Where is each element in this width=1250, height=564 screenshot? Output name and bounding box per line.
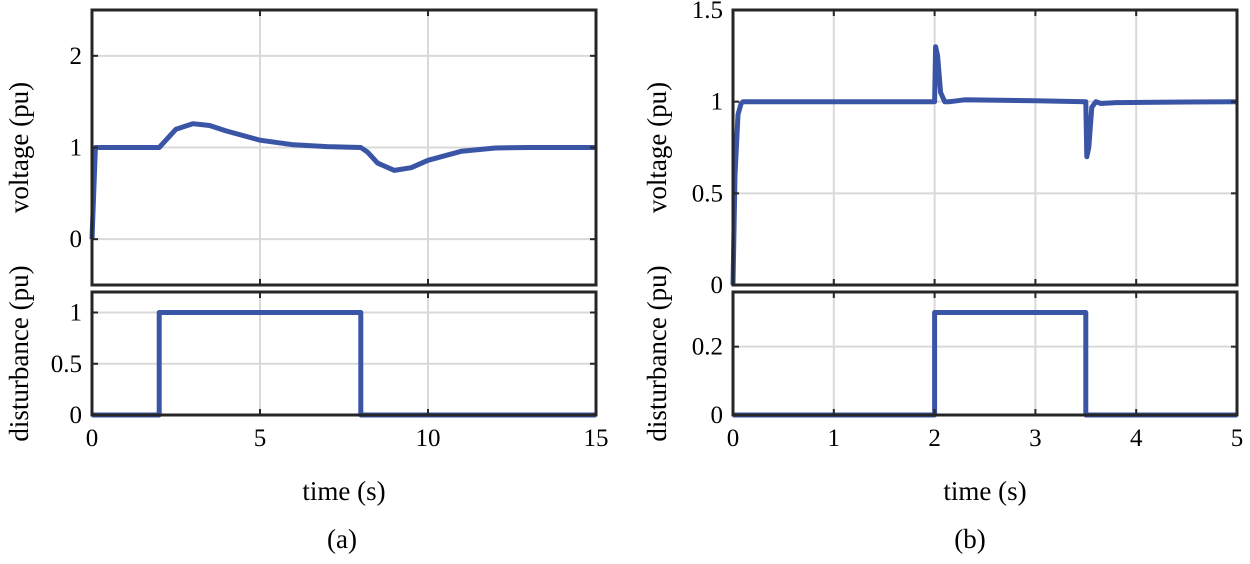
chart-b-disturbance: 0 0.2 0 1 2 3 4 5 disturbance (pu) time (s) — [642, 265, 1243, 506]
x-tick-label: 2 — [928, 425, 941, 452]
y-tick-label: 1 — [70, 135, 83, 162]
y-tick-label: 1 — [711, 89, 724, 116]
y-axis-label: disturbance (pu) — [642, 265, 672, 441]
y-tick-label: 0.2 — [692, 334, 723, 361]
x-tick-label: 5 — [1231, 425, 1244, 452]
x-tick-label: 1 — [828, 425, 841, 452]
axes-frame — [731, 8, 1239, 287]
y-axis-label: voltage (pu) — [4, 82, 34, 213]
panel-label-b: (b) — [954, 524, 985, 554]
axes-frame — [90, 290, 598, 417]
x-tick-label: 10 — [416, 425, 441, 452]
x-tick-label: 0 — [86, 425, 99, 452]
x-tick-label: 5 — [254, 425, 267, 452]
x-tick-label: 0 — [727, 425, 740, 452]
series-line — [89, 121, 596, 240]
series-line — [733, 310, 1237, 418]
x-tick-label: 4 — [1130, 425, 1143, 452]
y-tick-label: 2 — [70, 43, 83, 70]
panel-label-a: (a) — [327, 524, 357, 554]
x-axis-label: time (s) — [943, 476, 1026, 506]
y-tick-label: 1.5 — [692, 0, 723, 24]
y-axis-label: disturbance (pu) — [4, 265, 34, 441]
series-line — [730, 44, 1238, 286]
y-tick-label: 0 — [70, 402, 83, 429]
chart-b-voltage: 0 0.5 1 1.5 voltage (pu) — [642, 0, 1239, 299]
x-axis-label: time (s) — [302, 476, 385, 506]
y-tick-label: 0 — [711, 272, 724, 299]
axes-frame — [731, 290, 1239, 417]
y-tick-label: 0 — [711, 402, 724, 429]
x-tick-label: 15 — [584, 425, 609, 452]
y-axis-label: voltage (pu) — [642, 82, 672, 213]
y-tick-label: 0.5 — [692, 180, 723, 207]
x-tick-label: 3 — [1029, 425, 1042, 452]
y-tick-label: 0.5 — [51, 351, 82, 378]
y-tick-label: 0 — [70, 226, 83, 253]
chart-a-voltage: 0 1 2 voltage (pu) — [4, 8, 598, 287]
y-tick-label: 1 — [70, 300, 83, 327]
